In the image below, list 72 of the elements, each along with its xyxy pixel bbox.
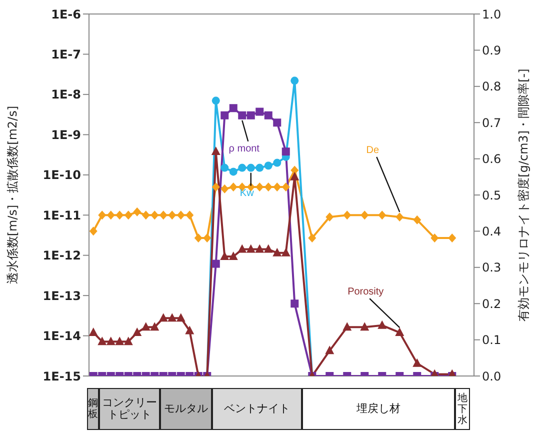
point — [186, 210, 194, 220]
point — [360, 210, 369, 220]
y2-tick-label: 0.1 — [482, 333, 502, 348]
point — [220, 164, 229, 172]
zone-cell: ベントナイト — [212, 388, 302, 430]
point — [116, 210, 124, 220]
point — [413, 215, 422, 224]
point — [238, 164, 246, 172]
y2-tick-label: 0.7 — [482, 116, 502, 130]
y-tick-label: 1E-13 — [42, 288, 81, 303]
point — [150, 210, 159, 220]
point — [290, 76, 299, 85]
point — [308, 233, 316, 242]
text: Porosity — [348, 286, 384, 298]
point — [256, 164, 264, 172]
point — [229, 182, 238, 192]
point — [229, 168, 238, 176]
point — [326, 212, 334, 222]
zone-cell: モルタル — [160, 388, 212, 430]
point — [378, 210, 386, 220]
point — [448, 233, 456, 242]
y2-tick-label: 0.2 — [482, 296, 502, 311]
zone-cell: コンクリートピット — [99, 388, 160, 430]
point — [203, 233, 212, 242]
point — [98, 210, 106, 220]
y-tick-label: 1E-6 — [51, 7, 81, 22]
y-tick-label: 1E-10 — [42, 168, 81, 182]
point — [273, 158, 282, 167]
y-tick-label: 1E-7 — [51, 47, 81, 62]
point — [264, 162, 272, 170]
zone-cell: 地下水 — [455, 388, 470, 430]
y2-tick-label: 1.0 — [482, 7, 502, 22]
y-tick-label: 1E-11 — [42, 208, 81, 222]
y-tick-label: 1E-14 — [42, 329, 81, 344]
series-label: ρ mont — [228, 143, 260, 154]
y2-tick-label: 0.4 — [482, 224, 502, 238]
point — [264, 182, 272, 192]
point — [194, 233, 202, 242]
point — [282, 182, 290, 192]
point — [212, 96, 220, 105]
series-label: Kw — [240, 188, 255, 199]
y2-tick-label: 0.9 — [482, 43, 502, 58]
point — [142, 210, 150, 220]
y-axis-title: 透水係数[m/s]・拡散係数[m2/s] — [5, 106, 20, 284]
point — [220, 184, 229, 194]
point — [176, 210, 185, 220]
y-tick-label: 1E-9 — [51, 128, 81, 142]
y2-axis-title: 有効モンモリロナイト密度[g/cm3]・間隙率[-] — [516, 68, 530, 322]
zone-cell: 埋戻し材 — [302, 388, 455, 430]
point — [168, 210, 176, 220]
point — [124, 210, 132, 220]
text: De — [366, 144, 380, 156]
point — [106, 210, 115, 220]
y-tick-label: 1E-12 — [42, 248, 81, 263]
point — [396, 212, 404, 222]
point — [273, 182, 282, 192]
point — [256, 182, 264, 192]
point — [89, 226, 98, 236]
point — [133, 207, 142, 216]
zone-cell: 鋼板 — [87, 388, 99, 430]
point — [246, 164, 255, 172]
point — [212, 182, 220, 192]
y2-tick-label: 0.0 — [482, 369, 502, 384]
point — [343, 210, 352, 220]
y2-tick-label: 0.8 — [482, 80, 502, 94]
y2-tick-label: 0.3 — [482, 260, 502, 275]
y-tick-label: 1E-8 — [51, 88, 81, 102]
point — [159, 210, 168, 220]
y2-tick-label: 0.6 — [482, 152, 502, 166]
y2-tick-label: 0.5 — [482, 188, 502, 202]
y-tick-label: 1E-15 — [42, 369, 81, 384]
point — [430, 233, 439, 242]
